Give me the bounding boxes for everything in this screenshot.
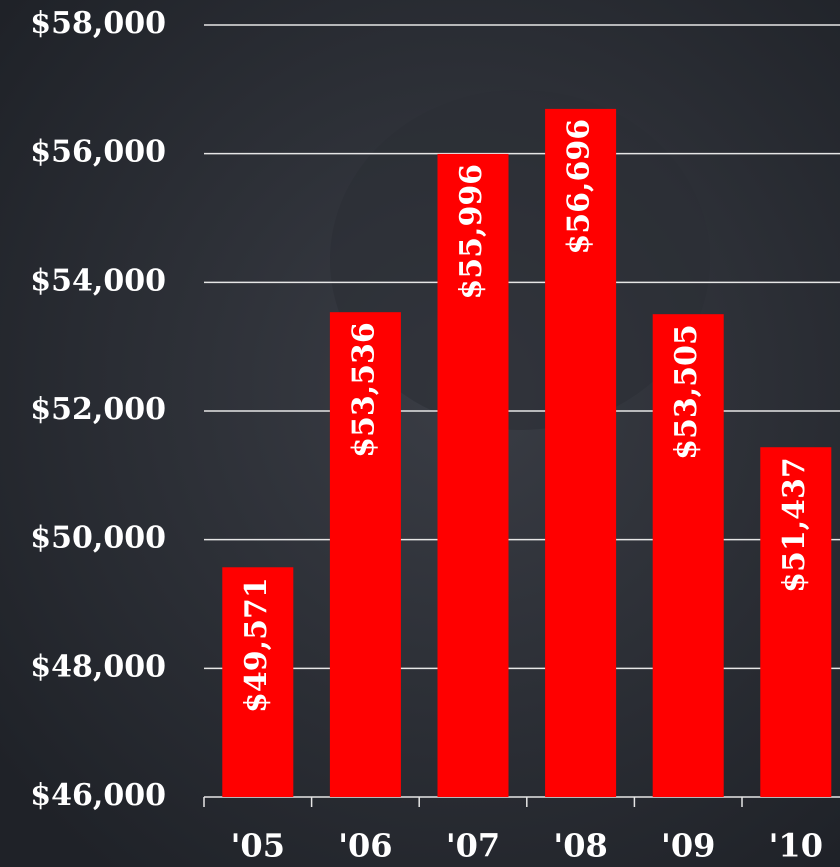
- value-label: $49,571: [239, 577, 274, 713]
- value-label: $53,536: [346, 322, 381, 458]
- page: {"chart_data": {"type": "bar", "categori…: [0, 0, 840, 867]
- y-tick-label: $46,000: [30, 778, 166, 813]
- x-tick-label: '09: [661, 827, 715, 865]
- y-tick-label: $48,000: [30, 649, 166, 684]
- chart: $46,000 $48,000 $50,000 $52,000 $54,000 $56,0…: [0, 0, 840, 867]
- y-tick-label: $54,000: [30, 263, 166, 298]
- value-label: $55,996: [454, 164, 489, 300]
- value-label: $51,437: [777, 457, 812, 593]
- y-tick-label: $58,000: [30, 6, 166, 41]
- x-tick-label: '10: [769, 827, 823, 865]
- y-tick-label: $50,000: [30, 521, 166, 556]
- x-tick-label: '06: [338, 827, 392, 865]
- value-label: $56,696: [562, 119, 597, 255]
- x-tick-label: '05: [231, 827, 285, 865]
- y-tick-label: $56,000: [30, 135, 166, 170]
- x-tick-label: '08: [553, 827, 607, 865]
- y-tick-label: $52,000: [30, 392, 166, 427]
- x-tick-label: '07: [446, 827, 500, 865]
- value-label: $53,505: [669, 324, 704, 460]
